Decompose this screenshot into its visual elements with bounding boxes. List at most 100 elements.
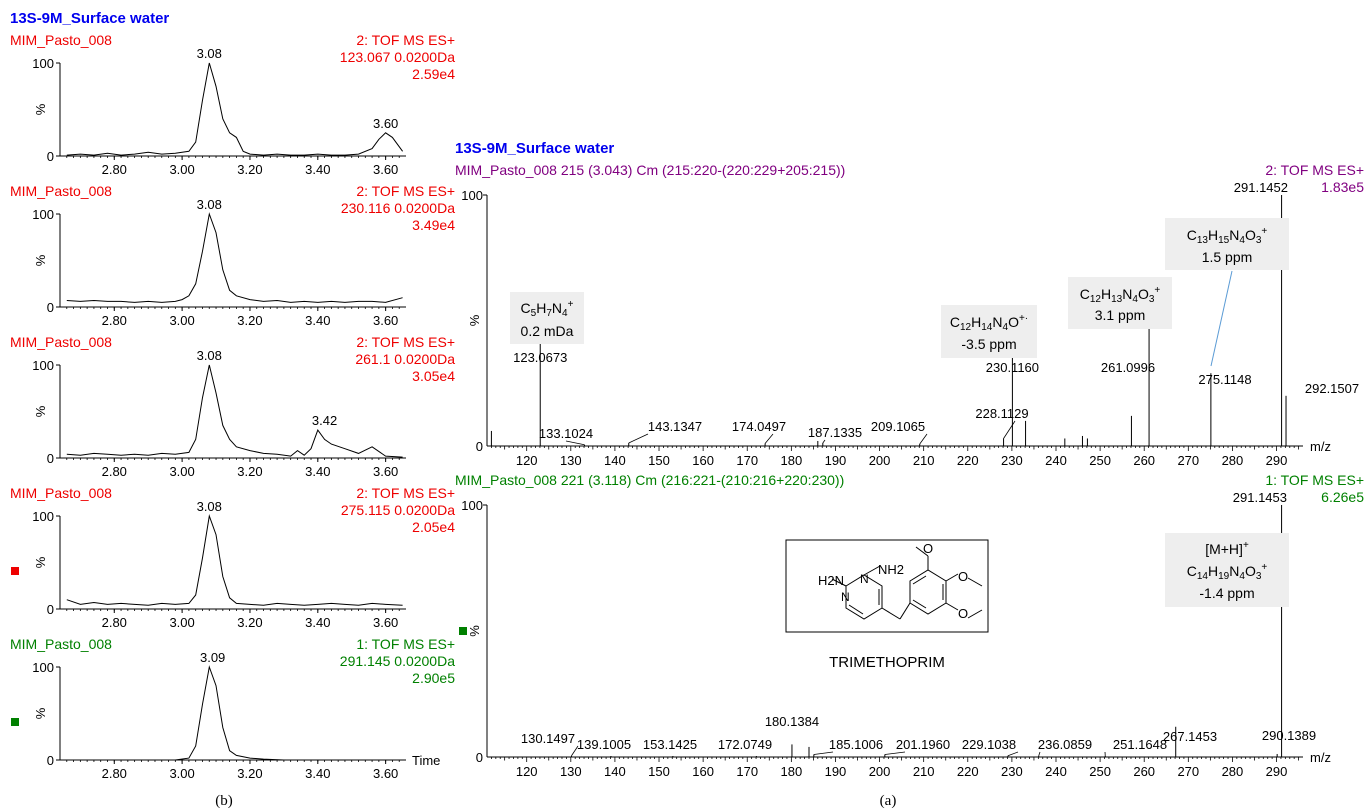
chrom-intensity-label: 2.05e4	[412, 519, 455, 535]
chrom-function-label: 1: TOF MS ES+	[356, 636, 455, 652]
chrom-x-axis-label: Time	[412, 753, 440, 768]
spectrum-x-tick-label: 140	[604, 764, 626, 779]
annotation-molecular-ion-error: -1.4 ppm	[1199, 585, 1254, 601]
spectrum-x-tick-label: 270	[1177, 764, 1199, 779]
chrom-y-tick-0: 0	[47, 602, 54, 617]
chrom-x-tick-label: 2.80	[102, 766, 127, 781]
chrom-y-unit: %	[33, 254, 48, 266]
spectrum-peak-label: 251.1648	[1113, 737, 1167, 752]
spectrum-peak-label: 185.1006	[829, 737, 883, 752]
chrom-sample-label: MIM_Pasto_008	[10, 32, 112, 48]
chrom-peak-label: 3.08	[197, 348, 222, 363]
spectrum-peak-label: 133.1024	[539, 426, 593, 441]
spectrum-x-tick-label: 250	[1089, 453, 1111, 468]
spectrum-peak-label: 172.0749	[718, 737, 772, 752]
chrom-x-tick-label: 2.80	[102, 313, 127, 328]
chrom-x-tick-label: 3.00	[169, 313, 194, 328]
spectrum-peak-label: 123.0673	[513, 350, 567, 365]
spectrum-x-tick-label: 140	[604, 453, 626, 468]
atom-nh2: NH2	[878, 562, 904, 577]
spectrum-x-tick-label: 180	[780, 764, 802, 779]
spectrum-x-tick-label: 170	[736, 764, 758, 779]
chrom-x-tick-label: 3.40	[305, 162, 330, 177]
spectrum-header: MIM_Pasto_008 221 (3.118) Cm (216:221-(2…	[455, 472, 844, 488]
chrom-channel-label: 230.116 0.0200Da	[341, 200, 455, 216]
chrom-trace	[66, 665, 403, 761]
spectrum-x-tick-label: 120	[516, 453, 538, 468]
chrom-trace	[66, 514, 403, 606]
chrom-x-tick-label: 3.60	[373, 464, 398, 479]
atom-h2n: H2N	[818, 573, 844, 588]
spectrum-a: MIM_Pasto_008 215 (3.043) Cm (215:220-(2…	[455, 162, 1364, 468]
spectrum-peak-label: 130.1497	[521, 731, 575, 746]
spectrum-x-tick-label: 200	[869, 764, 891, 779]
chrom-y-tick-100: 100	[32, 660, 54, 675]
chromatogram-panel-2: MIM_Pasto_008 2: TOF MS ES+230.116 0.0200…	[10, 183, 455, 328]
structure-name: TRIMETHOPRIM	[829, 654, 945, 671]
chrom-peak-label: 3.42	[312, 413, 337, 428]
spectrum-x-tick-label: 220	[957, 453, 979, 468]
svg-text:[M+H]+: [M+H]+	[1205, 540, 1249, 557]
spectrum-x-tick-label: 130	[560, 764, 582, 779]
spectrum-peak-label: 290.1389	[1262, 728, 1316, 743]
panel-label-a: (a)	[880, 793, 897, 809]
chrom-x-tick-label: 3.60	[373, 162, 398, 177]
spectrum-y-tick-0: 0	[476, 750, 483, 765]
chrom-sample-label: MIM_Pasto_008	[10, 183, 112, 199]
trimethoprim-structure: H2N NH2 N N O O O TRIMETHOPRIM	[785, 539, 989, 671]
chrom-intensity-label: 2.90e5	[412, 670, 455, 686]
chrom-trace	[66, 62, 404, 156]
spectrum-peak-label: 292.1507	[1305, 381, 1359, 396]
chrom-x-tick-label: 3.20	[237, 162, 262, 177]
spectrum-peak-label: 187.1335	[808, 425, 862, 440]
chrom-y-unit: %	[33, 707, 48, 719]
spectrum-marker	[459, 627, 467, 635]
spectrum-x-tick-label: 220	[957, 764, 979, 779]
chrom-y-unit: %	[33, 103, 48, 115]
chrom-x-tick-label: 3.60	[373, 313, 398, 328]
spectrum-x-tick-label: 230	[1001, 453, 1023, 468]
chrom-channel-label: 291.145 0.0200Da	[340, 653, 455, 669]
chrom-sample-label: MIM_Pasto_008	[10, 636, 112, 652]
spectrum-y-tick-100: 100	[461, 498, 483, 513]
chrom-function-label: 2: TOF MS ES+	[356, 334, 455, 350]
chrom-sample-label: MIM_Pasto_008	[10, 334, 112, 350]
spectrum-y-tick-0: 0	[476, 439, 483, 454]
spectrum-peak-label: 236.0859	[1038, 737, 1092, 752]
chrom-y-tick-100: 100	[32, 358, 54, 373]
spectrum-x-tick-label: 210	[913, 453, 935, 468]
chrom-x-tick-label: 3.20	[237, 615, 262, 630]
svg-text:O: O	[958, 606, 968, 621]
spectrum-x-axis-label: m/z	[1310, 750, 1331, 765]
atom-n1: N	[841, 590, 850, 604]
spectrum-peak-label: 209.1065	[871, 419, 925, 434]
chrom-marker	[11, 718, 19, 726]
chrom-intensity-label: 3.49e4	[412, 217, 455, 233]
chrom-x-tick-label: 3.00	[169, 162, 194, 177]
annotation-molecular-ion: [M+H]+ C14H19N4O3+ -1.4 ppm	[1165, 533, 1289, 607]
spectrum-x-tick-label: 190	[825, 764, 847, 779]
annotation-c12h14n4o-error: -3.5 ppm	[961, 336, 1016, 352]
annotation-c13h15n4o3-error: 1.5 ppm	[1202, 249, 1253, 265]
chrom-y-tick-100: 100	[32, 207, 54, 222]
annotation-leader-line	[1210, 270, 1233, 367]
chrom-y-tick-100: 100	[32, 509, 54, 524]
spectrum-x-tick-label: 150	[648, 453, 670, 468]
chrom-x-tick-label: 3.60	[373, 615, 398, 630]
chrom-x-tick-label: 3.40	[305, 766, 330, 781]
chrom-y-tick-0: 0	[47, 300, 54, 315]
annotation-c5h7n4-error: 0.2 mDa	[521, 323, 574, 339]
spectrum-header: MIM_Pasto_008 215 (3.043) Cm (215:220-(2…	[455, 162, 845, 178]
spectrum-peak-label: 201.1960	[896, 737, 950, 752]
left-title: 13S-9M_Surface water	[10, 10, 169, 27]
chrom-peak-label: 3.08	[197, 46, 222, 61]
chrom-x-tick-label: 2.80	[102, 615, 127, 630]
chrom-channel-label: 275.115 0.0200Da	[341, 502, 455, 518]
chromatogram-panel-3: MIM_Pasto_008 2: TOF MS ES+261.1 0.0200Da…	[10, 334, 455, 479]
spectrum-x-tick-label: 240	[1045, 764, 1067, 779]
annotation-c12h13n4o3-error: 3.1 ppm	[1095, 307, 1146, 323]
spectrum-peak-label: 291.1453	[1233, 490, 1287, 505]
spectrum-x-tick-label: 270	[1177, 453, 1199, 468]
chrom-x-tick-label: 3.00	[169, 766, 194, 781]
spectrum-peak-label: 153.1425	[643, 737, 697, 752]
